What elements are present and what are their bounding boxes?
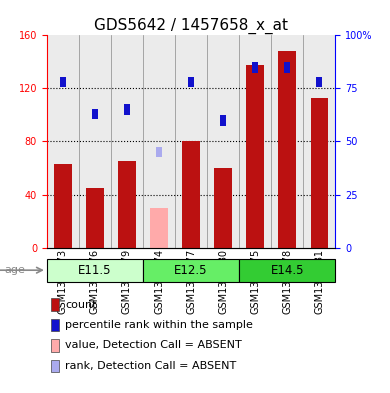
- Bar: [278, 51, 296, 248]
- Bar: [310, 98, 328, 248]
- Bar: [175, 35, 207, 248]
- Bar: [239, 35, 271, 248]
- Title: GDS5642 / 1457658_x_at: GDS5642 / 1457658_x_at: [94, 18, 288, 34]
- Bar: [143, 35, 175, 248]
- Bar: [239, 259, 335, 282]
- Bar: [86, 188, 104, 248]
- Text: E14.5: E14.5: [271, 264, 304, 277]
- Bar: [246, 64, 264, 248]
- Bar: [207, 35, 239, 248]
- Text: age: age: [4, 265, 25, 275]
- Text: E12.5: E12.5: [174, 264, 208, 277]
- Bar: [252, 62, 258, 72]
- Text: value, Detection Call = ABSENT: value, Detection Call = ABSENT: [65, 340, 242, 351]
- Bar: [220, 115, 226, 125]
- Bar: [47, 259, 143, 282]
- Bar: [284, 62, 290, 72]
- Text: rank, Detection Call = ABSENT: rank, Detection Call = ABSENT: [65, 361, 236, 371]
- Bar: [303, 35, 335, 248]
- Text: count: count: [65, 299, 97, 310]
- Bar: [79, 35, 111, 248]
- Bar: [316, 77, 322, 87]
- Bar: [271, 35, 303, 248]
- Text: E11.5: E11.5: [78, 264, 112, 277]
- Bar: [182, 141, 200, 248]
- Text: percentile rank within the sample: percentile rank within the sample: [65, 320, 253, 330]
- Bar: [156, 147, 162, 157]
- Bar: [47, 35, 79, 248]
- Bar: [188, 77, 194, 87]
- Bar: [60, 77, 66, 87]
- Bar: [92, 108, 98, 119]
- Bar: [124, 104, 130, 115]
- Bar: [215, 168, 232, 248]
- Bar: [111, 35, 143, 248]
- Bar: [150, 208, 168, 248]
- Bar: [118, 162, 136, 248]
- Bar: [54, 164, 72, 248]
- Bar: [143, 259, 239, 282]
